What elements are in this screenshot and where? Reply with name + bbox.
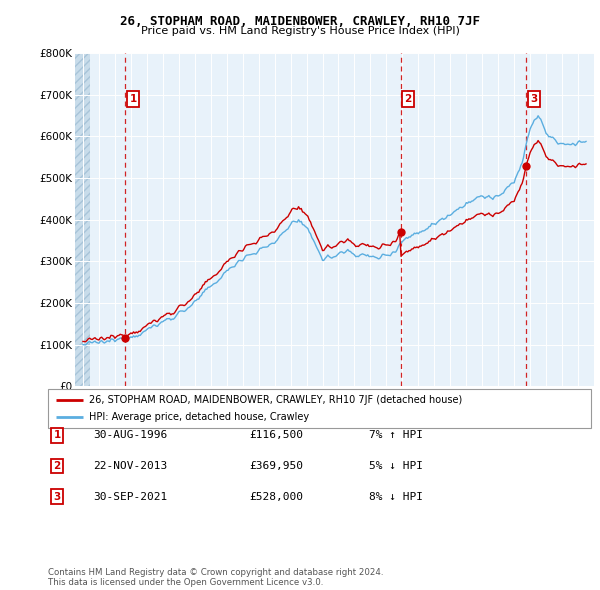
Text: 26, STOPHAM ROAD, MAIDENBOWER, CRAWLEY, RH10 7JF (detached house): 26, STOPHAM ROAD, MAIDENBOWER, CRAWLEY, …: [89, 395, 462, 405]
Text: 30-AUG-1996: 30-AUG-1996: [93, 431, 167, 440]
Text: 7% ↑ HPI: 7% ↑ HPI: [369, 431, 423, 440]
Text: 22-NOV-2013: 22-NOV-2013: [93, 461, 167, 471]
Text: 2: 2: [53, 461, 61, 471]
Text: 30-SEP-2021: 30-SEP-2021: [93, 492, 167, 502]
Text: HPI: Average price, detached house, Crawley: HPI: Average price, detached house, Craw…: [89, 412, 309, 422]
Text: £369,950: £369,950: [249, 461, 303, 471]
Bar: [75, 53, 90, 386]
Text: 2: 2: [404, 94, 412, 104]
FancyBboxPatch shape: [48, 389, 591, 428]
Text: 1: 1: [130, 94, 137, 104]
Text: 8% ↓ HPI: 8% ↓ HPI: [369, 492, 423, 502]
Text: 5% ↓ HPI: 5% ↓ HPI: [369, 461, 423, 471]
Text: Price paid vs. HM Land Registry's House Price Index (HPI): Price paid vs. HM Land Registry's House …: [140, 26, 460, 36]
Text: Contains HM Land Registry data © Crown copyright and database right 2024.
This d: Contains HM Land Registry data © Crown c…: [48, 568, 383, 587]
Text: 3: 3: [53, 492, 61, 502]
Text: £116,500: £116,500: [249, 431, 303, 440]
Text: 3: 3: [530, 94, 538, 104]
Text: 26, STOPHAM ROAD, MAIDENBOWER, CRAWLEY, RH10 7JF: 26, STOPHAM ROAD, MAIDENBOWER, CRAWLEY, …: [120, 15, 480, 28]
Text: £528,000: £528,000: [249, 492, 303, 502]
Text: 1: 1: [53, 431, 61, 440]
